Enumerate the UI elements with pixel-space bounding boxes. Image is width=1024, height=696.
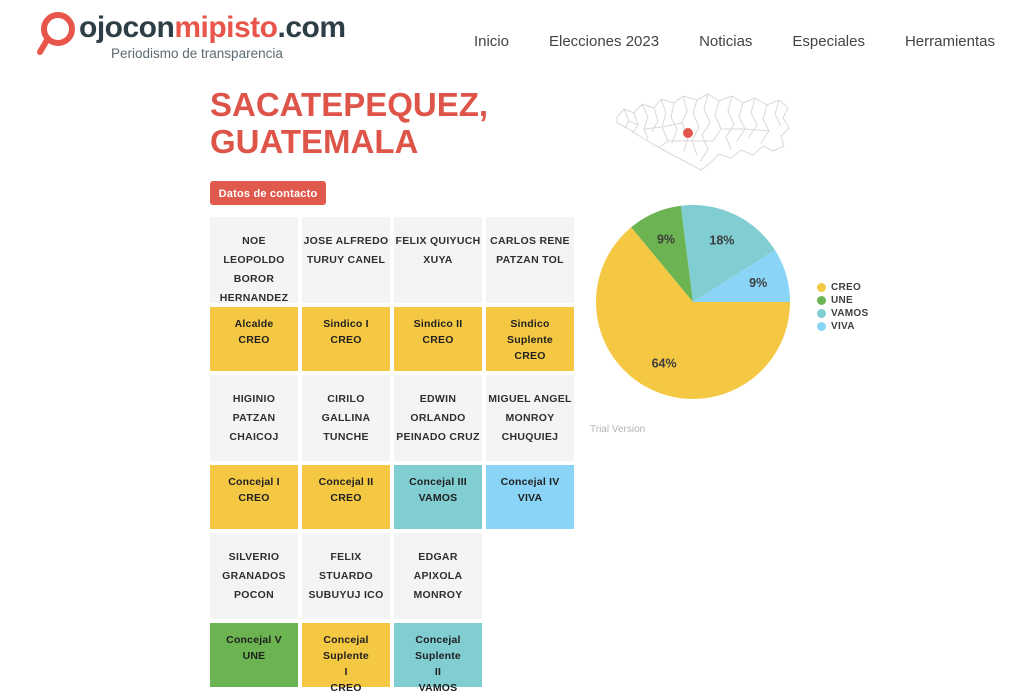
official-name-cell: MIGUEL ANGEL MONROY CHUQUIEJ <box>486 375 574 461</box>
legend-label: VIVA <box>831 321 855 332</box>
legend-dot <box>817 322 826 331</box>
official-name-cell: SILVERIO GRANADOS POCON <box>210 533 298 619</box>
legend-label: VAMOS <box>831 308 869 319</box>
nav-item-elecciones-2023[interactable]: Elecciones 2023 <box>548 33 660 50</box>
site-logo[interactable]: ojoconmipisto.com Periodismo de transpar… <box>33 8 346 64</box>
official-position-cell: Sindico II CREO <box>394 307 482 371</box>
logo-tagline: Periodismo de transparencia <box>111 46 283 61</box>
pie-slice-label: 9% <box>657 233 675 247</box>
page-title: SACATEPEQUEZ, GUATEMALA <box>210 86 489 160</box>
legend-dot <box>817 309 826 318</box>
main-nav: Inicio Elecciones 2023 Noticias Especial… <box>474 33 995 50</box>
pie-slice-label: 9% <box>749 276 767 290</box>
logo-text: ojoconmipisto.com <box>79 11 346 44</box>
official-position-cell: Sindico Suplente CREO <box>486 307 574 371</box>
party-pie-chart: 64% 9% 18% 9% CREO UNE VAMOS VIVA <box>585 190 925 430</box>
legend-item-une: UNE <box>817 295 868 306</box>
official-name-cell: JOSE ALFREDO TURUY CANEL <box>302 217 390 303</box>
official-position-cell: Concejal IV VIVA <box>486 465 574 529</box>
official-name-cell: CARLOS RENE PATZAN TOL <box>486 217 574 303</box>
nav-item-noticias[interactable]: Noticias <box>699 33 753 50</box>
official-position-cell: Concejal I CREO <box>210 465 298 529</box>
legend-item-vamos: VAMOS <box>817 308 868 319</box>
official-name-cell: CIRILO GALLINA TUNCHE <box>302 375 390 461</box>
pie-slice-label: 18% <box>709 234 734 248</box>
trial-version-watermark: Trial Version <box>590 424 646 435</box>
official-position-cell: Concejal III VAMOS <box>394 465 482 529</box>
official-name-cell: EDWIN ORLANDO PEINADO CRUZ <box>394 375 482 461</box>
official-position-cell: Concejal Suplente I CREO <box>302 623 390 694</box>
legend-dot <box>817 283 826 292</box>
legend-label: CREO <box>831 282 862 293</box>
official-position-cell: Concejal V UNE <box>210 623 298 687</box>
legend-item-viva: VIVA <box>817 321 868 332</box>
legend-dot <box>817 296 826 305</box>
legend-label: UNE <box>831 295 854 306</box>
official-name-cell: FELIX STUARDO SUBUYUJ ICO <box>302 533 390 619</box>
contact-data-button[interactable]: Datos de contacto <box>210 181 326 205</box>
officials-grid: NOE LEOPOLDO BOROR HERNANDEZ Alcalde CREO JOS… <box>210 217 574 694</box>
nav-item-herramientas[interactable]: Herramientas <box>904 33 995 50</box>
pie-slice-creo[interactable] <box>596 227 790 399</box>
official-name-cell: FELIX QUIYUCH XUYA <box>394 217 482 303</box>
guatemala-map <box>598 85 793 185</box>
nav-item-especiales[interactable]: Especiales <box>792 33 865 50</box>
pie-slice-une[interactable] <box>631 205 693 302</box>
official-name-cell: NOE LEOPOLDO BOROR HERNANDEZ <box>210 217 298 304</box>
pie-slice-label: 64% <box>652 356 677 370</box>
nav-item-inicio[interactable]: Inicio <box>473 33 509 50</box>
magnifier-icon <box>37 12 75 55</box>
legend-item-creo: CREO <box>817 282 868 293</box>
pie-slice-viva[interactable] <box>693 250 790 302</box>
official-name-cell: EDGAR APIXOLA MONROY <box>394 533 482 619</box>
official-name-cell: HIGINIO PATZAN CHAICOJ <box>210 375 298 461</box>
official-position-cell: Concejal Suplente II VAMOS <box>394 623 482 694</box>
official-position-cell: Concejal II CREO <box>302 465 390 529</box>
official-position-cell: Sindico I CREO <box>302 307 390 371</box>
official-position-cell: Alcalde CREO <box>210 307 298 371</box>
pie-legend: CREO UNE VAMOS VIVA <box>817 282 868 334</box>
map-marker-sacatepequez <box>683 128 693 138</box>
pie-slice-vamos[interactable] <box>680 205 775 302</box>
